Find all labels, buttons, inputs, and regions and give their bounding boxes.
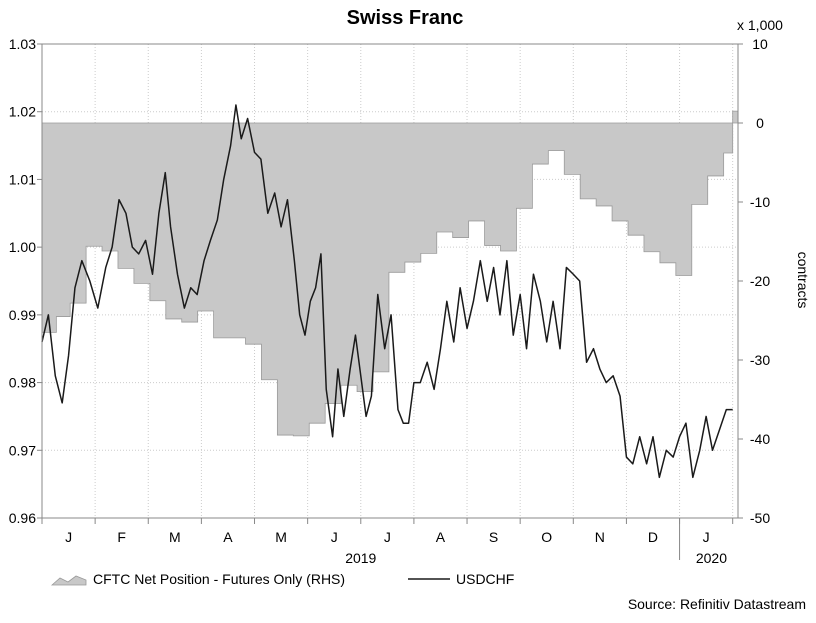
usdchf-line-layer (41, 104, 733, 479)
left-tick-label: 1.02 (9, 104, 36, 120)
right-axis-label: contracts (795, 252, 811, 309)
month-label: M (275, 529, 287, 545)
right-tick-label: -20 (750, 273, 770, 289)
month-label: A (436, 529, 446, 545)
cftc-area-layer (41, 110, 739, 437)
chart-title: Swiss Franc (347, 7, 464, 29)
left-axis: 0.96 0.97 0.98 0.99 1.00 1.01 1.02 1.03 (9, 36, 42, 526)
month-label: M (169, 529, 181, 545)
month-label: D (648, 529, 658, 545)
year-label: 2019 (345, 550, 376, 566)
month-label: J (384, 529, 391, 545)
source-note: Source: Refinitiv Datastream (628, 596, 806, 612)
cftc-area (41, 110, 739, 437)
month-label: F (117, 529, 126, 545)
right-tick-label: 10 (752, 36, 768, 52)
x-axis: J F M A M J J A S O N D J 2019 2020 (41, 518, 734, 566)
plot-area (41, 43, 739, 519)
left-tick-label: 0.99 (9, 307, 36, 323)
right-tick-label: -50 (750, 510, 770, 526)
legend-area-swatch (50, 575, 87, 586)
month-label: N (595, 529, 605, 545)
right-axis: -50 -40 -30 -20 -10 0 10 (738, 36, 770, 526)
right-tick-label: -30 (750, 352, 770, 368)
legend-area-label: CFTC Net Position - Futures Only (RHS) (93, 571, 345, 587)
month-label: J (65, 529, 72, 545)
left-tick-label: 0.97 (9, 442, 36, 458)
right-tick-label: -40 (750, 431, 770, 447)
month-label: S (489, 529, 498, 545)
month-label: J (703, 529, 710, 545)
legend-line-label: USDCHF (456, 571, 514, 587)
year-label: 2020 (696, 550, 727, 566)
left-tick-label: 0.96 (9, 510, 36, 526)
left-tick-label: 1.01 (9, 171, 36, 187)
month-label: J (331, 529, 338, 545)
right-axis-unit: x 1,000 (737, 17, 783, 33)
month-label: O (541, 529, 552, 545)
right-tick-label: 0 (756, 115, 764, 131)
left-tick-label: 1.00 (9, 239, 36, 255)
legend: CFTC Net Position - Futures Only (RHS) U… (50, 571, 514, 587)
right-tick-label: -10 (750, 194, 770, 210)
left-tick-label: 0.98 (9, 375, 36, 391)
usdchf-line (41, 104, 733, 479)
month-label: A (223, 529, 233, 545)
left-tick-label: 1.03 (9, 36, 36, 52)
